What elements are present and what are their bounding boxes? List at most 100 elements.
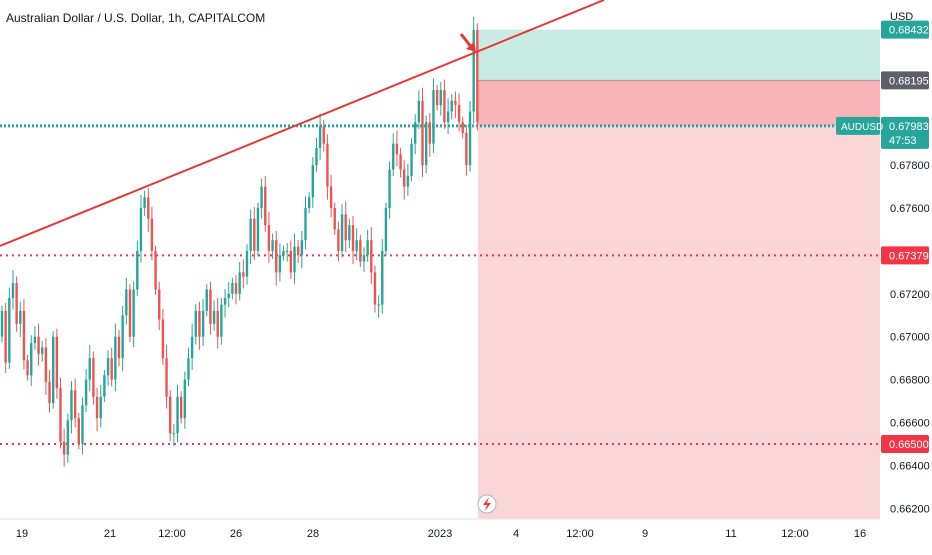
candle [176,384,179,443]
candle-body [212,310,216,324]
candle-body [395,143,399,155]
candle [15,276,18,332]
candle-body [187,358,190,380]
candle-body [249,218,252,251]
symbol-tag[interactable]: AUDUSD [841,122,883,133]
candle-body [70,390,73,421]
candle [293,233,296,285]
candle [172,423,176,447]
candle [337,221,340,262]
candle-body [176,396,179,434]
candle-body [168,396,172,434]
candle-body [289,250,293,273]
candle-body [81,405,84,444]
candle [238,261,241,301]
candle-body [227,293,230,299]
candle [249,209,252,265]
candle [307,191,311,214]
candle-body [348,225,351,241]
candle-body [26,360,29,376]
candle-body [114,336,117,380]
candle-body [73,390,77,419]
candle-body [92,358,95,397]
candle-body [234,283,238,294]
stop-zone[interactable] [478,80,880,126]
candle [432,78,435,153]
candle-body [150,218,154,251]
candle [99,384,102,428]
candle [216,297,219,349]
entry-price-label: 0.68195 [889,75,929,87]
candle [439,82,442,116]
candle-body [253,218,256,251]
candle [384,202,388,257]
support-price-label-box [881,434,929,453]
candle [300,230,304,269]
candle [190,323,194,370]
x-tick-label: 28 [307,528,319,540]
candle-body [201,310,205,337]
y-tick-label: 0.67200 [890,289,930,301]
candle-body [326,143,329,187]
candle-body [428,122,432,144]
symbol-tag-box[interactable] [836,116,880,135]
candle [461,116,464,139]
candle-body [392,143,395,170]
candle-body [220,304,223,337]
candle-body [366,240,369,256]
candle [128,284,132,343]
candle-body [271,240,274,251]
candle-body [139,208,143,251]
candle [282,245,285,261]
candle-body [190,336,194,359]
candle-body [384,208,388,251]
x-tick-label: 12:00 [158,528,186,540]
candle [465,125,468,176]
candle [348,218,351,249]
candle [187,347,190,387]
candle-body [260,186,263,209]
candle-body [381,250,384,305]
resistance-price-label-box [881,246,929,265]
candle-body [132,289,135,337]
candle [205,284,208,317]
candle-body [300,240,304,256]
candle-body [468,111,472,166]
candle-body [439,90,442,106]
candle [22,299,26,370]
candle-body [238,272,241,294]
candle-body [318,126,322,148]
candles [0,16,479,467]
x-tick-label: 21 [104,528,116,540]
candle [373,265,377,313]
target-zone[interactable] [478,29,880,81]
candle-body [282,250,285,256]
candle [392,133,395,177]
rising-trendline[interactable] [0,0,605,247]
candle-body [128,289,132,337]
candle [318,113,322,160]
candle-body [106,358,110,376]
candle [446,98,450,135]
candle [150,206,154,261]
target-price-label-box [881,20,929,39]
resistance-price-label: 0.67379 [889,250,929,262]
candle-body [19,310,22,324]
candle-body [275,240,278,273]
candle [315,137,318,172]
candle-body [315,147,318,166]
candle [48,369,51,413]
candle-body [304,208,307,241]
candle [260,178,263,219]
candle-body [223,298,227,305]
candle [245,244,249,285]
candle-body [359,240,362,262]
candle-body [377,304,380,306]
candle [183,371,187,429]
lightning-glyph-icon [483,497,491,511]
x-tick-label: 12:00 [781,528,809,540]
candle [304,196,307,250]
candle-body [340,214,344,251]
